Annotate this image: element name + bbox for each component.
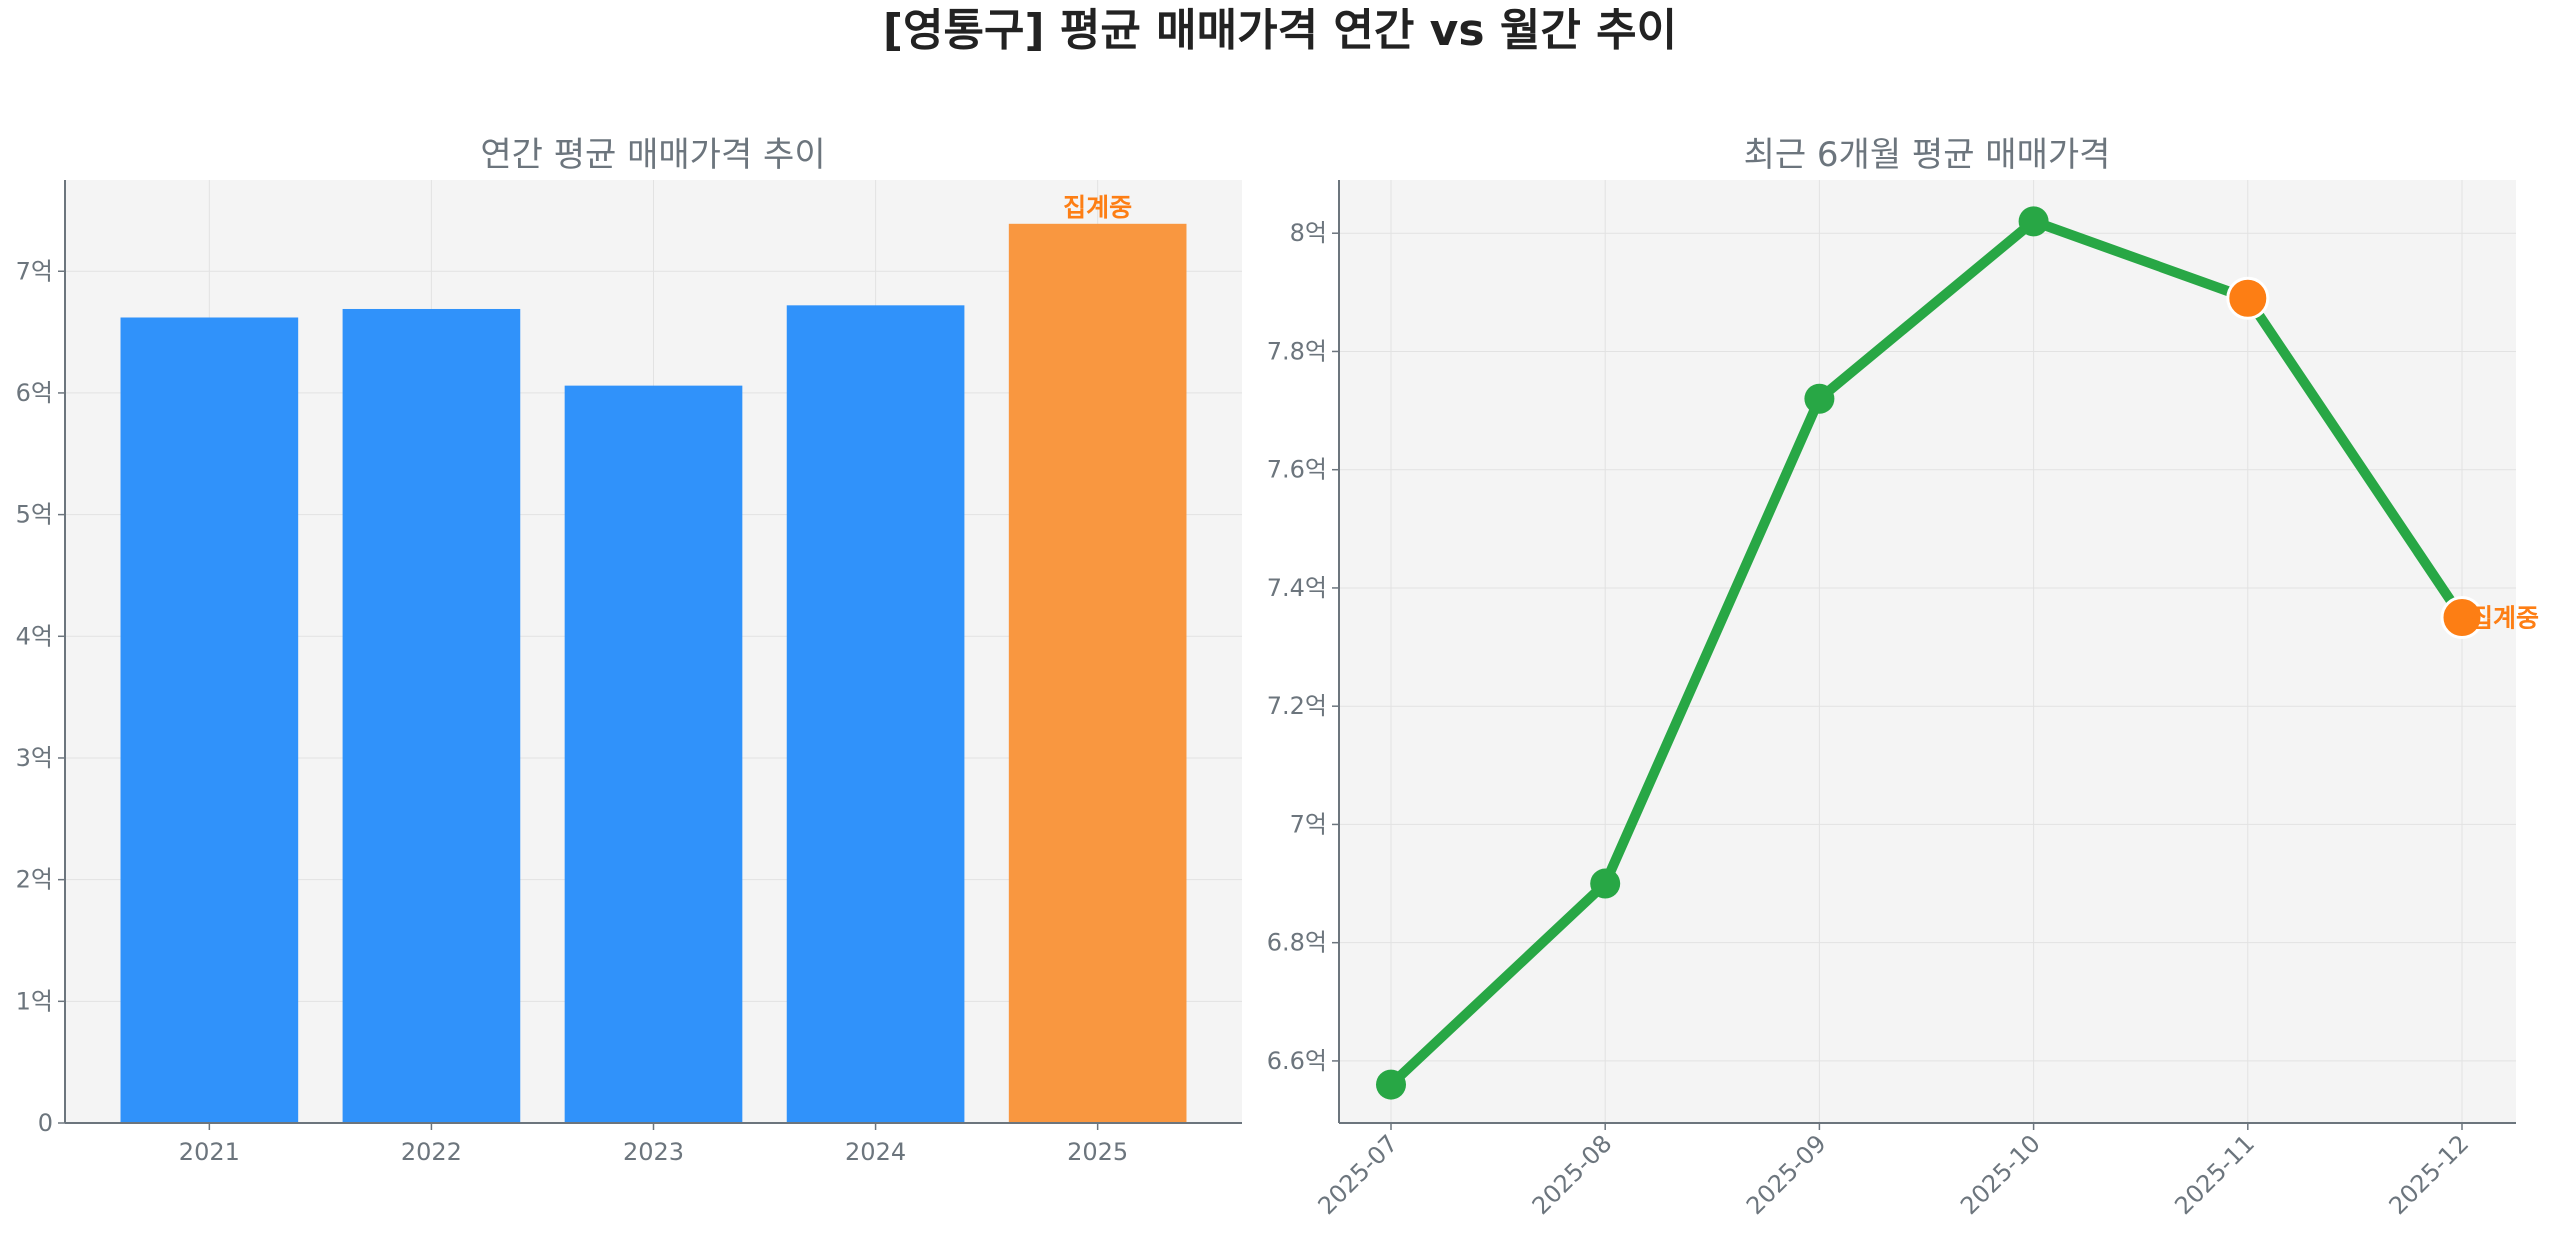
point-2025-08 [1590, 868, 1621, 899]
x-tick-label: 2025-12 [2384, 1129, 2475, 1220]
y-tick-label: 7.6억 [1267, 456, 1327, 484]
point-2025-07 [1376, 1069, 1406, 1100]
x-tick-label: 2025-11 [2169, 1129, 2260, 1220]
y-tick-label: 7.4억 [1267, 574, 1327, 602]
y-tick-label: 7.8억 [1267, 337, 1327, 365]
bar-2021 [120, 317, 299, 1123]
monthly-chart-title: 최근 6개월 평균 매매가격 [1744, 135, 2111, 175]
point-2025-09 [1804, 383, 1835, 414]
y-tick-label: 7.2억 [1267, 692, 1327, 720]
figure-title: [영통구] 평균 매매가격 연간 vs 월간 추이 [883, 5, 1677, 56]
point-annotation: 집계중 [2470, 604, 2539, 633]
point-2025-11 [2226, 276, 2270, 320]
x-tick-label: 2025-08 [1527, 1129, 1618, 1220]
y-tick-label: 6.6억 [1267, 1047, 1327, 1075]
y-tick-label: 1억 [16, 987, 53, 1015]
y-tick-label: 7억 [1290, 810, 1327, 838]
y-tick-label: 7억 [16, 257, 53, 285]
series-line [1387, 216, 2467, 1089]
x-tick-label: 2024 [845, 1138, 906, 1166]
bar-2025 [1008, 223, 1187, 1124]
y-tick-label: 4억 [16, 622, 53, 650]
x-tick-label: 2023 [623, 1138, 684, 1166]
y-tick-label: 2억 [16, 866, 53, 894]
bar-annotation: 집계중 [1063, 193, 1132, 222]
x-tick-label: 2025-10 [1955, 1129, 2046, 1220]
monthly-line-chart: 최근 6개월 평균 매매가격 6.6억 6.8억 7억 7.2억 7.4억 7.6억 7.8… [1267, 135, 2539, 1220]
y-tick-label: 8억 [1290, 219, 1327, 247]
y-tick-label: 6.8억 [1267, 929, 1327, 957]
bar-2022 [342, 308, 521, 1124]
x-tick-label: 2025 [1067, 1138, 1128, 1166]
point-2025-12 [2440, 596, 2484, 640]
annual-bar-chart: 연간 평균 매매가격 추이 0 1억 2억 3억 4억 5억 6억 7억 집계중 2021 2022… [16, 135, 1242, 1166]
y-tick-label: 5억 [16, 501, 53, 529]
annual-chart-title: 연간 평균 매매가격 추이 [480, 135, 825, 175]
x-tick-label: 2025-07 [1313, 1129, 1404, 1220]
plot-area [1339, 180, 2516, 1123]
x-tick-label: 2021 [179, 1138, 240, 1166]
point-2025-10 [2018, 206, 2049, 237]
x-tick-label: 2025-09 [1741, 1129, 1832, 1220]
x-tick-label: 2022 [401, 1138, 462, 1166]
y-tick-label: 0 [38, 1109, 53, 1137]
bar-2023 [564, 385, 743, 1123]
y-tick-label: 6억 [16, 379, 53, 407]
y-tick-label: 3억 [16, 744, 53, 772]
bar-2024 [786, 305, 965, 1123]
